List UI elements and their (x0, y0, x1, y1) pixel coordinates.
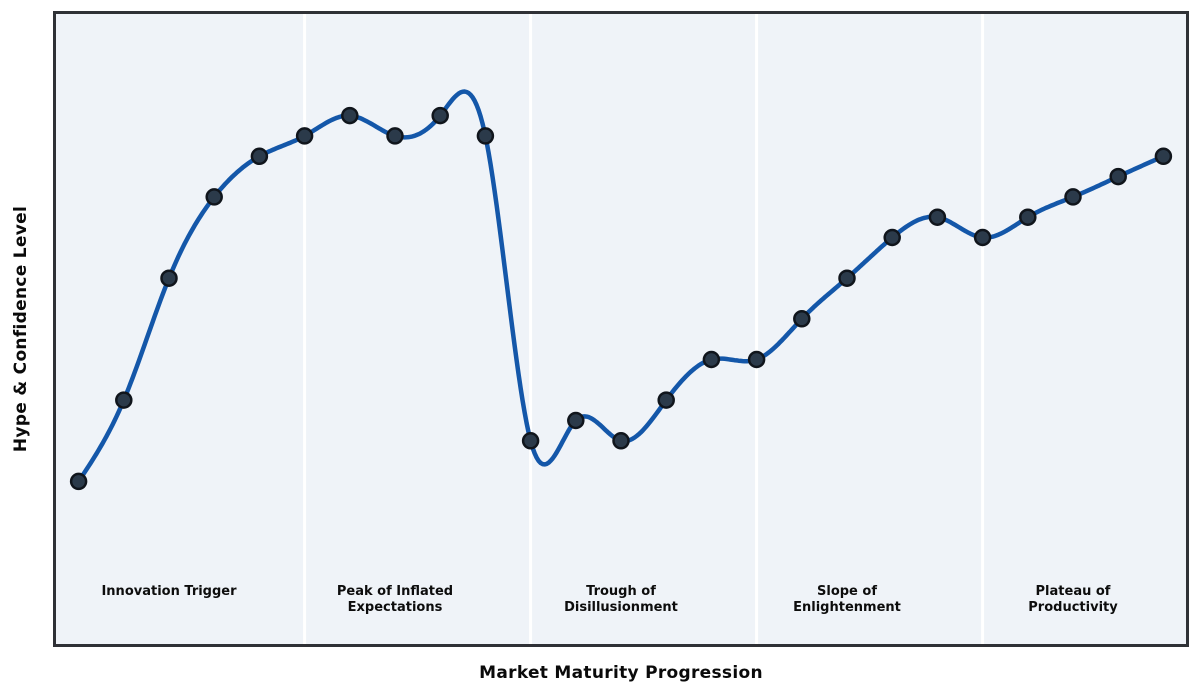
data-point (793, 310, 811, 328)
x-axis-label: Market Maturity Progression (479, 663, 763, 683)
data-point (1154, 147, 1173, 166)
data-point (702, 350, 721, 369)
phase-label: Slope of Enlightenment (793, 584, 901, 615)
data-point (612, 432, 630, 450)
data-point (1019, 208, 1037, 226)
phase-label: Plateau of Productivity (1028, 584, 1118, 615)
data-point (657, 391, 675, 409)
data-point (1109, 167, 1127, 186)
data-point (160, 269, 178, 287)
data-point (973, 228, 992, 247)
data-point (250, 147, 269, 166)
data-point (883, 228, 901, 247)
y-axis-label: Hype & Confidence Level (11, 205, 31, 453)
phase-label: Innovation Trigger (101, 584, 237, 599)
data-point (838, 269, 856, 287)
hype-curve-chart: Innovation Trigger Peak of Inflated Expect… (69, 14, 1173, 644)
data-point (115, 391, 133, 409)
data-point (1064, 188, 1082, 206)
data-point (69, 472, 88, 491)
hype-curve (76, 89, 1166, 484)
data-point (476, 127, 495, 145)
phase-label: Trough of Disillusionment (564, 584, 678, 615)
data-point (205, 188, 223, 206)
data-point (928, 208, 947, 226)
data-point (386, 127, 404, 145)
data-point (431, 106, 449, 125)
data-point (295, 127, 314, 145)
data-point (747, 350, 766, 369)
data-point (341, 106, 359, 125)
data-point (521, 432, 540, 450)
plot-area: Innovation Trigger Peak of Inflated Expect… (53, 11, 1189, 647)
data-point (567, 411, 585, 430)
phase-label: Peak of Inflated Expectations (337, 584, 453, 615)
